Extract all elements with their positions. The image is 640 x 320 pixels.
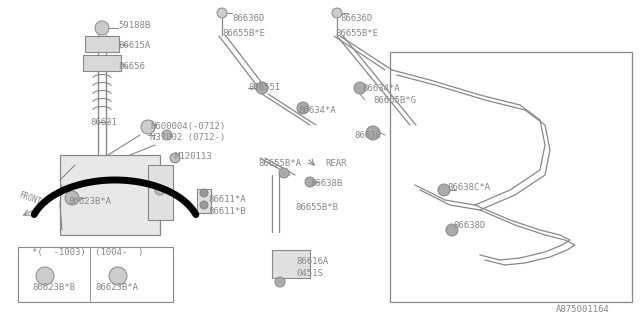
Text: 86615A: 86615A bbox=[118, 41, 150, 50]
Text: 86638C*A: 86638C*A bbox=[447, 182, 490, 191]
Text: M120113: M120113 bbox=[175, 151, 212, 161]
Text: 86636D: 86636D bbox=[232, 13, 264, 22]
Text: 86623B*A: 86623B*A bbox=[68, 196, 111, 205]
Circle shape bbox=[332, 8, 342, 18]
Text: N600004(-0712): N600004(-0712) bbox=[150, 122, 225, 131]
Circle shape bbox=[438, 184, 450, 196]
Circle shape bbox=[109, 267, 127, 285]
Bar bbox=[60, 155, 160, 235]
Circle shape bbox=[297, 102, 309, 114]
Text: 86655B*A: 86655B*A bbox=[258, 158, 301, 167]
Text: FRONT: FRONT bbox=[17, 191, 42, 207]
Text: 86634*A: 86634*A bbox=[298, 106, 335, 115]
Text: 86656: 86656 bbox=[118, 61, 145, 70]
Text: 86655B*E: 86655B*E bbox=[335, 28, 378, 37]
Text: 86655B*E: 86655B*E bbox=[222, 28, 265, 37]
Bar bbox=[148, 165, 173, 220]
Circle shape bbox=[155, 185, 165, 195]
Text: 86655B*B: 86655B*B bbox=[295, 203, 338, 212]
Text: (1004-  ): (1004- ) bbox=[95, 247, 143, 257]
Text: 86638D: 86638D bbox=[453, 221, 485, 230]
Text: 86638: 86638 bbox=[354, 131, 381, 140]
Circle shape bbox=[170, 153, 180, 163]
Text: 86616A: 86616A bbox=[296, 257, 328, 266]
Circle shape bbox=[366, 126, 380, 140]
Bar bbox=[83, 55, 121, 71]
Circle shape bbox=[95, 21, 109, 35]
Text: 86611*B: 86611*B bbox=[208, 206, 246, 215]
Circle shape bbox=[275, 277, 285, 287]
Circle shape bbox=[279, 168, 289, 178]
Text: N37002 (0712-): N37002 (0712-) bbox=[150, 132, 225, 141]
Text: 86611*A: 86611*A bbox=[208, 195, 246, 204]
Text: 86638B: 86638B bbox=[310, 179, 342, 188]
Bar bbox=[390, 52, 632, 302]
Circle shape bbox=[200, 201, 208, 209]
Text: 86634*A: 86634*A bbox=[362, 84, 399, 92]
Circle shape bbox=[305, 177, 315, 187]
Bar bbox=[18, 247, 173, 302]
Text: 59188B: 59188B bbox=[118, 20, 150, 29]
Circle shape bbox=[256, 82, 268, 94]
Text: 86636D: 86636D bbox=[340, 13, 372, 22]
Text: *(  -1003): *( -1003) bbox=[32, 247, 86, 257]
Text: 86631: 86631 bbox=[90, 117, 117, 126]
Circle shape bbox=[217, 8, 227, 18]
Text: 86623B*B: 86623B*B bbox=[32, 284, 75, 292]
Circle shape bbox=[162, 130, 172, 140]
Text: A875001164: A875001164 bbox=[556, 305, 610, 314]
Text: REAR: REAR bbox=[325, 158, 346, 167]
Circle shape bbox=[141, 120, 155, 134]
Circle shape bbox=[200, 189, 208, 197]
Text: 86655I: 86655I bbox=[248, 83, 280, 92]
Circle shape bbox=[354, 82, 366, 94]
Circle shape bbox=[446, 224, 458, 236]
Circle shape bbox=[36, 267, 54, 285]
Text: 86623B*A: 86623B*A bbox=[95, 284, 138, 292]
Text: 86655B*G: 86655B*G bbox=[373, 95, 416, 105]
Bar bbox=[85, 36, 119, 52]
Text: 0451S: 0451S bbox=[296, 268, 323, 277]
Bar bbox=[197, 189, 211, 213]
Bar bbox=[272, 250, 310, 278]
Circle shape bbox=[65, 191, 79, 205]
